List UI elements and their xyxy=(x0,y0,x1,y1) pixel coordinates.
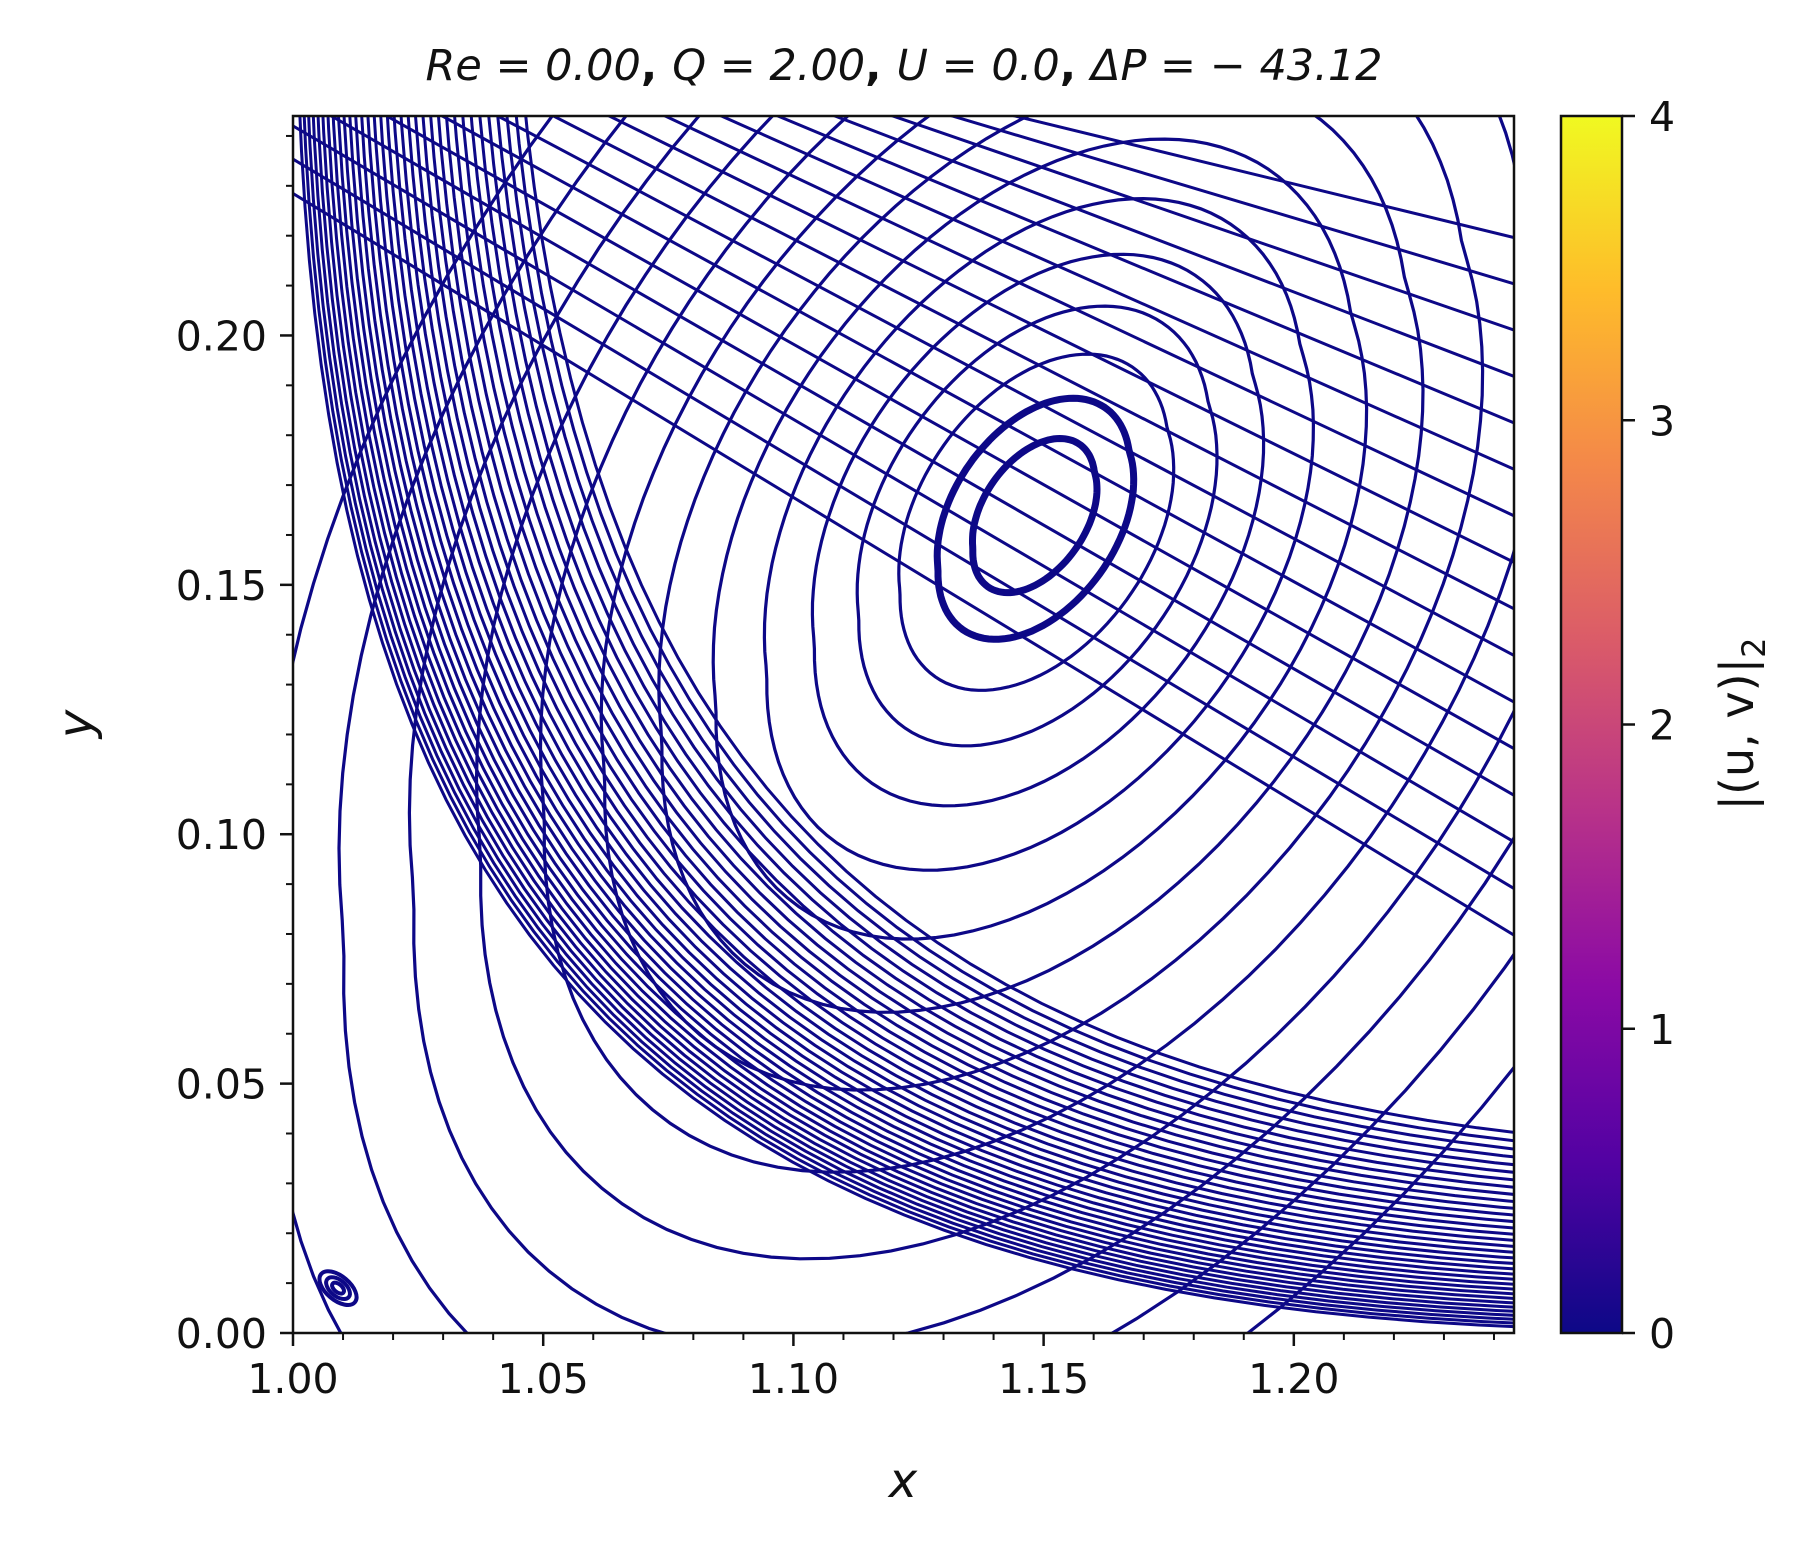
corner-eddy xyxy=(324,1275,352,1301)
y-axis: 0.00 0.05 0.10 0.15 0.20 xyxy=(176,134,293,1358)
outer-streamline xyxy=(293,157,1514,891)
vortex-streamline xyxy=(762,196,1316,872)
colorbar-tick-label: 0 xyxy=(1649,1310,1675,1358)
corner-streamline xyxy=(524,116,1514,1134)
corner-streamline xyxy=(399,116,1514,1242)
outer-streamline xyxy=(328,116,1514,797)
corner-eddy xyxy=(330,1280,346,1296)
x-axis-label: x xyxy=(887,1453,918,1509)
vortex-streamline xyxy=(711,137,1369,941)
corner-streamline xyxy=(311,116,1514,1317)
corner-streamline xyxy=(321,116,1514,1309)
x-axis: 1.00 1.05 1.10 1.15 1.20 xyxy=(247,1333,1495,1403)
corner-streamline xyxy=(372,116,1514,1265)
corner-streamline xyxy=(436,116,1514,1210)
y-tick-label: 0.15 xyxy=(176,562,267,610)
corner-streamline xyxy=(444,116,1514,1203)
outer-streamline xyxy=(774,116,1514,425)
colorbar-label-main: |(u, v)| xyxy=(1710,658,1765,811)
colorbar-tick-label: 4 xyxy=(1649,93,1675,141)
vortex-streamline xyxy=(474,116,1514,1261)
vortex-streamline xyxy=(969,434,1101,597)
outer-streamline xyxy=(661,116,1514,518)
corner-streamline xyxy=(505,116,1514,1151)
vortex-streamline xyxy=(538,116,1514,1174)
corner-streamline xyxy=(326,116,1514,1305)
vortex-streamline xyxy=(933,394,1138,643)
colorbar-label-subscript: 2 xyxy=(1735,638,1773,658)
outer-streamline xyxy=(888,116,1514,332)
corner-streamline xyxy=(337,116,1514,1296)
vortex-streamline xyxy=(599,116,1485,1092)
y-axis-label: y xyxy=(48,709,104,740)
corner-streamline xyxy=(298,116,1514,1329)
corner-streamline xyxy=(478,116,1514,1174)
colorbar-axis: 0 1 2 3 4 xyxy=(1622,93,1675,1358)
y-tick-label: 0.10 xyxy=(176,811,267,859)
outer-streamline xyxy=(947,116,1514,286)
corner-streamline xyxy=(331,116,1514,1300)
outer-streamline xyxy=(550,116,1514,611)
corner-streamline xyxy=(307,116,1514,1321)
colorbar-label: |(u, v)|2 xyxy=(1710,638,1773,811)
corner-streamline xyxy=(487,116,1514,1167)
colorbar-tick-label: 1 xyxy=(1649,1006,1675,1054)
corner-streamline xyxy=(316,116,1514,1313)
x-tick-label: 1.05 xyxy=(498,1355,589,1403)
colorbar-tick-label: 3 xyxy=(1649,397,1675,445)
outer-streamline xyxy=(383,116,1514,751)
outer-streamline xyxy=(1008,116,1514,240)
outer-streamline xyxy=(494,116,1514,658)
corner-streamline xyxy=(406,116,1514,1236)
corner-streamline xyxy=(366,116,1514,1271)
corner-eddy xyxy=(317,1269,359,1307)
outer-streamline xyxy=(605,116,1514,564)
vortex-streamline xyxy=(657,116,1425,1014)
corner-streamline xyxy=(453,116,1514,1196)
title-q: Q = 2.00 xyxy=(672,41,865,91)
colorbar xyxy=(1559,114,1624,1335)
chart-title: Re = 0.00, Q = 2.00, U = 0.0, ΔP = − 43.… xyxy=(425,41,1382,91)
vortex-streamline xyxy=(810,252,1266,808)
outer-streamline xyxy=(439,116,1514,704)
outer-streamline xyxy=(830,116,1514,379)
corner-streamline xyxy=(348,116,1514,1286)
vortex-streamline xyxy=(897,352,1176,692)
corner-streamline xyxy=(421,116,1514,1224)
y-tick-label: 0.20 xyxy=(176,312,267,360)
title-dp: ΔP = − 43.12 xyxy=(1088,41,1383,91)
outer-streamline xyxy=(293,124,1514,844)
corner-streamline xyxy=(429,116,1514,1217)
x-tick-label: 1.00 xyxy=(247,1355,338,1403)
vortex-streamline xyxy=(855,304,1219,748)
title-u: U = 0.0 xyxy=(896,41,1059,91)
corner-streamline xyxy=(302,116,1514,1325)
outer-streamline xyxy=(293,191,1514,937)
x-tick-label: 1.15 xyxy=(998,1355,1089,1403)
vortex-streamline xyxy=(337,116,1514,1333)
plot-frame xyxy=(291,114,1516,1335)
corner-streamline xyxy=(414,116,1514,1230)
y-tick-label: 0.05 xyxy=(176,1061,267,1109)
corner-streamline xyxy=(360,116,1514,1276)
corner-streamline xyxy=(379,116,1514,1260)
corner-streamline xyxy=(354,116,1514,1281)
y-tick-label: 0.00 xyxy=(176,1310,267,1358)
corner-streamline xyxy=(461,116,1514,1189)
title-re: Re = 0.00 xyxy=(425,41,640,91)
outer-streamline xyxy=(717,116,1514,471)
x-tick-label: 1.10 xyxy=(748,1355,839,1403)
corner-streamline xyxy=(514,116,1514,1143)
corner-streamline xyxy=(385,116,1514,1254)
corner-streamline xyxy=(342,116,1514,1291)
corner-streamline xyxy=(392,116,1514,1248)
colorbar-tick-label: 2 xyxy=(1649,702,1675,750)
x-tick-label: 1.20 xyxy=(1248,1355,1339,1403)
streamlines xyxy=(293,116,1514,1333)
